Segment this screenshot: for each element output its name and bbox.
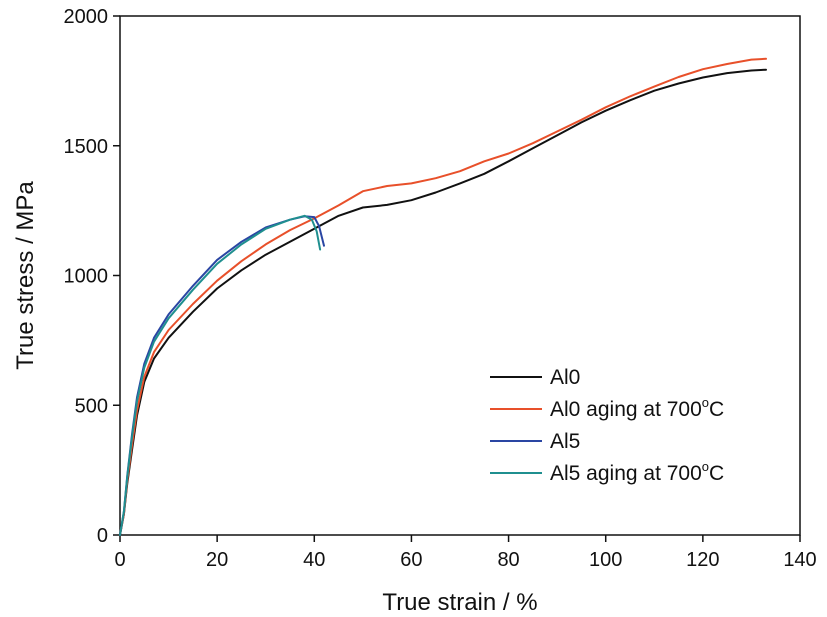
y-tick-label: 0 xyxy=(97,525,108,547)
x-tick-label: 60 xyxy=(400,549,422,571)
x-tick-label: 80 xyxy=(497,549,519,571)
legend-label-suffix: C xyxy=(709,462,724,485)
legend-label-suffix: C xyxy=(709,398,724,421)
x-tick-label: 120 xyxy=(686,549,719,571)
y-tick-label: 2000 xyxy=(64,6,109,28)
x-axis-title: True strain / % xyxy=(382,589,537,616)
legend-label-text: Al5 xyxy=(550,430,580,453)
legend-label-superscript: o xyxy=(702,459,709,474)
y-tick-label: 1500 xyxy=(64,136,109,158)
x-tick-label: 140 xyxy=(783,549,816,571)
y-tick-label: 1000 xyxy=(64,266,109,288)
legend-label-1: Al0 aging at 700oC xyxy=(550,395,724,421)
series-line-1 xyxy=(119,57,767,536)
legend-label-0: Al0 xyxy=(550,366,580,389)
legend-label-3: Al5 aging at 700oC xyxy=(550,459,724,485)
legend-label-text: Al0 xyxy=(550,366,580,389)
x-tick-label: 0 xyxy=(114,549,125,571)
legend-label-text: Al0 aging at 700 xyxy=(550,398,702,421)
x-tick-label: 20 xyxy=(206,549,228,571)
y-tick-label: 500 xyxy=(75,395,108,417)
series-line-0 xyxy=(119,68,767,536)
x-tick-label: 40 xyxy=(303,549,325,571)
y-axis-title: True stress / MPa xyxy=(12,181,39,370)
legend-label-superscript: o xyxy=(702,395,709,410)
legend-label-text: Al5 aging at 700 xyxy=(550,462,702,485)
x-tick-label: 100 xyxy=(589,549,622,571)
series-line-3 xyxy=(119,214,322,536)
series-line-2 xyxy=(119,215,325,536)
legend-label-2: Al5 xyxy=(550,430,580,453)
